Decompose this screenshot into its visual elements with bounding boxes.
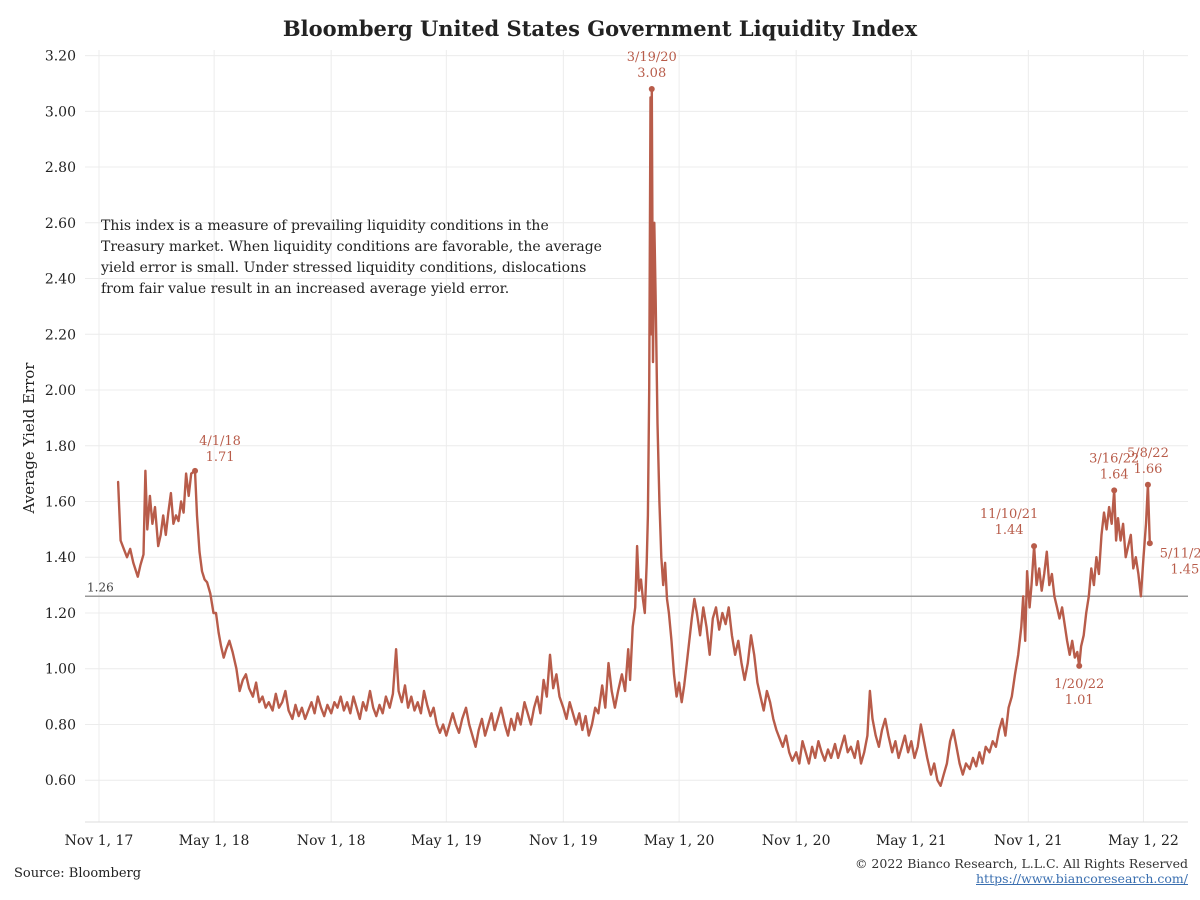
x-tick-labels: Nov 1, 17 May 1, 18 Nov 1, 18 May 1, 19 Nov … bbox=[65, 833, 1179, 849]
y-tick-label: 2.40 bbox=[45, 272, 76, 288]
description-line: yield error is small. Under stressed liq… bbox=[100, 260, 586, 276]
annotation-value-label: 1.44 bbox=[995, 523, 1024, 538]
annotation-value-label: 1.64 bbox=[1100, 467, 1129, 482]
y-tick-labels: 0.60 0.80 1.00 1.20 1.40 1.60 1.80 2.00 2.20 2.40… bbox=[45, 49, 76, 790]
annotation-date-label: 1/20/22 bbox=[1054, 677, 1104, 692]
y-axis-label: Average Yield Error bbox=[20, 362, 38, 515]
y-tick-label: 1.20 bbox=[45, 606, 76, 622]
series-line bbox=[116, 87, 1151, 787]
series-layer bbox=[116, 87, 1151, 787]
x-tick-label: Nov 1, 18 bbox=[297, 833, 366, 849]
reference-line-label: 1.26 bbox=[87, 580, 114, 594]
x-tick-label: Nov 1, 20 bbox=[762, 833, 831, 849]
annotation-marker bbox=[1146, 540, 1153, 547]
chart-title: Bloomberg United States Government Liqui… bbox=[282, 16, 918, 41]
annotation-marker bbox=[1111, 487, 1118, 494]
source-note: Source: Bloomberg bbox=[14, 866, 142, 881]
x-tick-label: Nov 1, 17 bbox=[65, 833, 134, 849]
annotation-date-label: 11/10/21 bbox=[980, 507, 1038, 522]
annotation-date-label: 3/16/22 bbox=[1089, 451, 1139, 466]
annotation-value-label: 1.45 bbox=[1170, 562, 1199, 577]
description-line: Treasury market. When liquidity conditio… bbox=[101, 239, 602, 255]
y-tick-label: 3.00 bbox=[45, 104, 76, 120]
website-link[interactable]: https://www.biancoresearch.com/ bbox=[976, 871, 1188, 886]
description-line: This index is a measure of prevailing li… bbox=[101, 218, 549, 234]
y-tick-label: 3.20 bbox=[45, 49, 76, 65]
x-tick-label: May 1, 20 bbox=[644, 833, 715, 849]
annotation-date-label: 4/1/18 bbox=[199, 434, 241, 449]
x-tick-label: May 1, 21 bbox=[876, 833, 947, 849]
grid-layer bbox=[85, 50, 1188, 823]
y-tick-label: 1.80 bbox=[45, 439, 76, 455]
y-tick-label: 2.60 bbox=[45, 216, 76, 232]
description-text: This index is a measure of prevailing li… bbox=[100, 218, 602, 297]
annotation-marker bbox=[648, 86, 655, 93]
annotation-marker bbox=[1144, 481, 1151, 488]
y-tick-label: 0.60 bbox=[45, 773, 76, 789]
x-tick-label: Nov 1, 19 bbox=[529, 833, 598, 849]
x-tick-label: May 1, 19 bbox=[411, 833, 482, 849]
description-line: from fair value result in an increased a… bbox=[101, 281, 509, 297]
annotation-marker bbox=[1076, 662, 1083, 669]
annotation-value-label: 1.01 bbox=[1065, 693, 1094, 708]
y-tick-label: 2.20 bbox=[45, 327, 76, 343]
copyright-text: © 2022 Bianco Research, L.L.C. All Right… bbox=[854, 856, 1188, 871]
annotation-marker bbox=[1031, 543, 1038, 550]
copyright-block: © 2022 Bianco Research, L.L.C. All Right… bbox=[855, 856, 1188, 886]
y-tick-label: 1.00 bbox=[45, 662, 76, 678]
x-tick-label: Nov 1, 21 bbox=[994, 833, 1063, 849]
annotation-layer: 4/1/181.71 3/19/203.08 11/10/211.44 1/20/22… bbox=[192, 50, 1200, 708]
y-tick-label: 1.60 bbox=[45, 494, 76, 510]
x-tick-label: May 1, 22 bbox=[1108, 833, 1179, 849]
annotation-date-label: 5/8/22 bbox=[1127, 446, 1169, 461]
annotation-value-label: 1.71 bbox=[206, 450, 235, 465]
y-tick-label: 1.40 bbox=[45, 550, 76, 566]
y-tick-label: 0.80 bbox=[45, 717, 76, 733]
annotation-marker bbox=[192, 467, 199, 474]
y-tick-label: 2.80 bbox=[45, 160, 76, 176]
annotation-date-label: 5/11/22 bbox=[1160, 546, 1200, 561]
y-tick-label: 2.00 bbox=[45, 383, 76, 399]
annotation-date-label: 3/19/20 bbox=[627, 50, 677, 65]
annotation-value-label: 3.08 bbox=[637, 66, 666, 81]
x-tick-label: May 1, 18 bbox=[179, 833, 250, 849]
annotation-value-label: 1.66 bbox=[1133, 462, 1162, 477]
